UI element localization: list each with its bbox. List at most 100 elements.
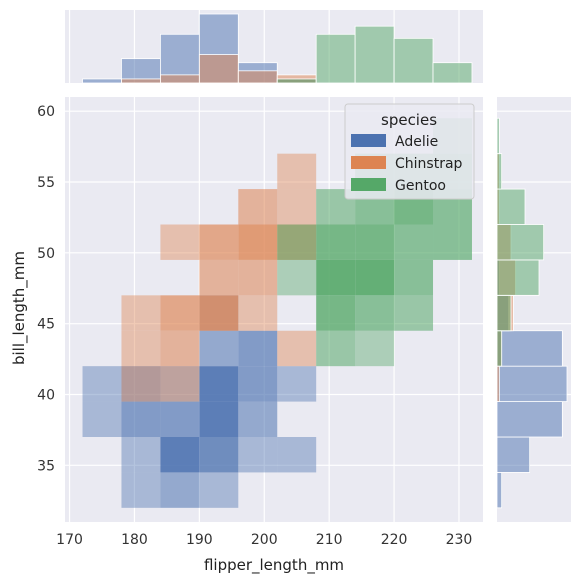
heatmap-cell bbox=[121, 366, 161, 402]
heatmap-cell bbox=[277, 366, 317, 402]
heatmap-cell bbox=[238, 366, 278, 402]
heatmap-cell bbox=[316, 224, 356, 260]
right-marginal-bar bbox=[496, 365, 500, 402]
y-axis-ticks: 35 40 45 50 55 60 bbox=[37, 104, 55, 474]
heatmap-cell bbox=[238, 189, 278, 225]
heatmap-cell bbox=[394, 224, 434, 260]
x-tick-label: 230 bbox=[446, 532, 473, 548]
top-marginal-bar bbox=[315, 33, 356, 84]
top-marginal-bar bbox=[160, 74, 200, 84]
right-marginal-bar bbox=[496, 436, 531, 473]
heatmap-cell bbox=[355, 224, 395, 260]
heatmap-cell bbox=[355, 259, 395, 296]
heatmap-cell bbox=[82, 366, 122, 402]
heatmap-cell bbox=[199, 401, 239, 437]
heatmap-cell bbox=[160, 224, 200, 260]
heatmap-cell bbox=[121, 295, 161, 331]
heatmap-cell bbox=[238, 437, 278, 473]
heatmap-cell bbox=[277, 189, 317, 225]
y-tick-label: 45 bbox=[37, 317, 55, 333]
heatmap-cell bbox=[199, 330, 239, 367]
y-tick-label: 55 bbox=[37, 175, 55, 191]
top-marginal-bar bbox=[237, 70, 278, 84]
legend-label-chinstrap: Chinstrap bbox=[395, 156, 463, 172]
right-marginal-bar bbox=[496, 117, 500, 155]
top-marginal-bar bbox=[393, 37, 434, 84]
heatmap-cell bbox=[277, 259, 317, 296]
heatmap-cell bbox=[160, 330, 200, 367]
x-tick-label: 200 bbox=[251, 532, 278, 548]
heatmap-cell bbox=[160, 437, 200, 473]
x-tick-label: 210 bbox=[316, 532, 343, 548]
heatmap-cell bbox=[277, 153, 317, 190]
series-adelie bbox=[82, 295, 317, 508]
legend-entries: Adelie Chinstrap Gentoo bbox=[351, 134, 463, 194]
heatmap-cell bbox=[121, 437, 161, 473]
heatmap-cell bbox=[160, 366, 200, 402]
top-marginal-histogram bbox=[65, 10, 483, 84]
top-marginal-bar bbox=[276, 78, 317, 84]
right-marginal-bar bbox=[496, 330, 563, 367]
heatmap-cell bbox=[199, 295, 239, 331]
heatmap-cell bbox=[316, 295, 356, 331]
legend-swatch-adelie bbox=[351, 134, 386, 147]
y-tick-label: 40 bbox=[37, 388, 55, 404]
legend: species Adelie Chinstrap Gentoo bbox=[344, 103, 475, 200]
top-marginal-bar bbox=[198, 54, 239, 84]
right-marginal-bar bbox=[496, 472, 503, 509]
legend-title: species bbox=[381, 111, 437, 129]
heatmap-cell bbox=[121, 330, 161, 367]
right-marginal-bar bbox=[496, 259, 540, 296]
y-axis-label: bill_length_mm bbox=[10, 251, 29, 365]
y-tick-label: 35 bbox=[37, 458, 55, 474]
heatmap-cell bbox=[355, 330, 395, 367]
heatmap-cell bbox=[199, 224, 239, 260]
heatmap-cell bbox=[238, 295, 278, 331]
right-marginal-bar bbox=[496, 294, 512, 332]
heatmap-cell bbox=[316, 259, 356, 296]
legend-box bbox=[344, 103, 475, 200]
right-marginal-series-adelie bbox=[496, 259, 568, 509]
heatmap-cell bbox=[316, 330, 356, 367]
heatmap-cell bbox=[121, 401, 161, 437]
heatmap-cell bbox=[199, 259, 239, 296]
heatmap-cell bbox=[277, 224, 317, 260]
y-tick-label: 50 bbox=[37, 246, 55, 262]
heatmap-cell bbox=[121, 366, 161, 402]
heatmap-cell bbox=[355, 295, 395, 331]
x-tick-label: 190 bbox=[186, 532, 213, 548]
top-marginal-bar bbox=[121, 78, 161, 84]
right-marginal-series-gentoo bbox=[496, 117, 545, 367]
heatmap-cell bbox=[238, 224, 278, 260]
heatmap-cell bbox=[277, 330, 317, 367]
right-marginal-bar bbox=[496, 224, 545, 261]
heatmap-cell bbox=[433, 224, 472, 260]
series-chinstrap bbox=[121, 153, 317, 402]
heatmap-cell bbox=[160, 472, 200, 508]
heatmap-cell bbox=[199, 437, 239, 473]
right-marginal-bar bbox=[496, 330, 503, 367]
right-marginal-histogram bbox=[496, 97, 571, 522]
heatmap-cell bbox=[394, 295, 434, 331]
heatmap-cell bbox=[82, 401, 122, 437]
x-tick-label: 180 bbox=[121, 532, 148, 548]
x-axis-ticks: 170 180 190 200 210 220 230 bbox=[56, 532, 472, 548]
legend-label-gentoo: Gentoo bbox=[395, 178, 446, 194]
top-marginal-bar bbox=[432, 62, 473, 84]
x-tick-label: 220 bbox=[381, 532, 408, 548]
heatmap-cell bbox=[160, 366, 200, 402]
heatmap-cell bbox=[121, 472, 161, 508]
heatmap-cell bbox=[277, 437, 317, 473]
top-marginal-bar bbox=[82, 78, 122, 84]
top-marginal-series-gentoo bbox=[276, 25, 473, 84]
legend-label-adelie: Adelie bbox=[395, 134, 438, 150]
heatmap-cell bbox=[238, 330, 278, 367]
x-tick-label: 170 bbox=[56, 532, 83, 548]
right-marginal-bar bbox=[496, 188, 526, 225]
legend-swatch-gentoo bbox=[351, 178, 386, 191]
right-marginal-bar bbox=[496, 401, 563, 438]
legend-swatch-chinstrap bbox=[351, 156, 386, 169]
right-marginal-bar bbox=[496, 365, 568, 402]
heatmap-cell bbox=[238, 259, 278, 296]
